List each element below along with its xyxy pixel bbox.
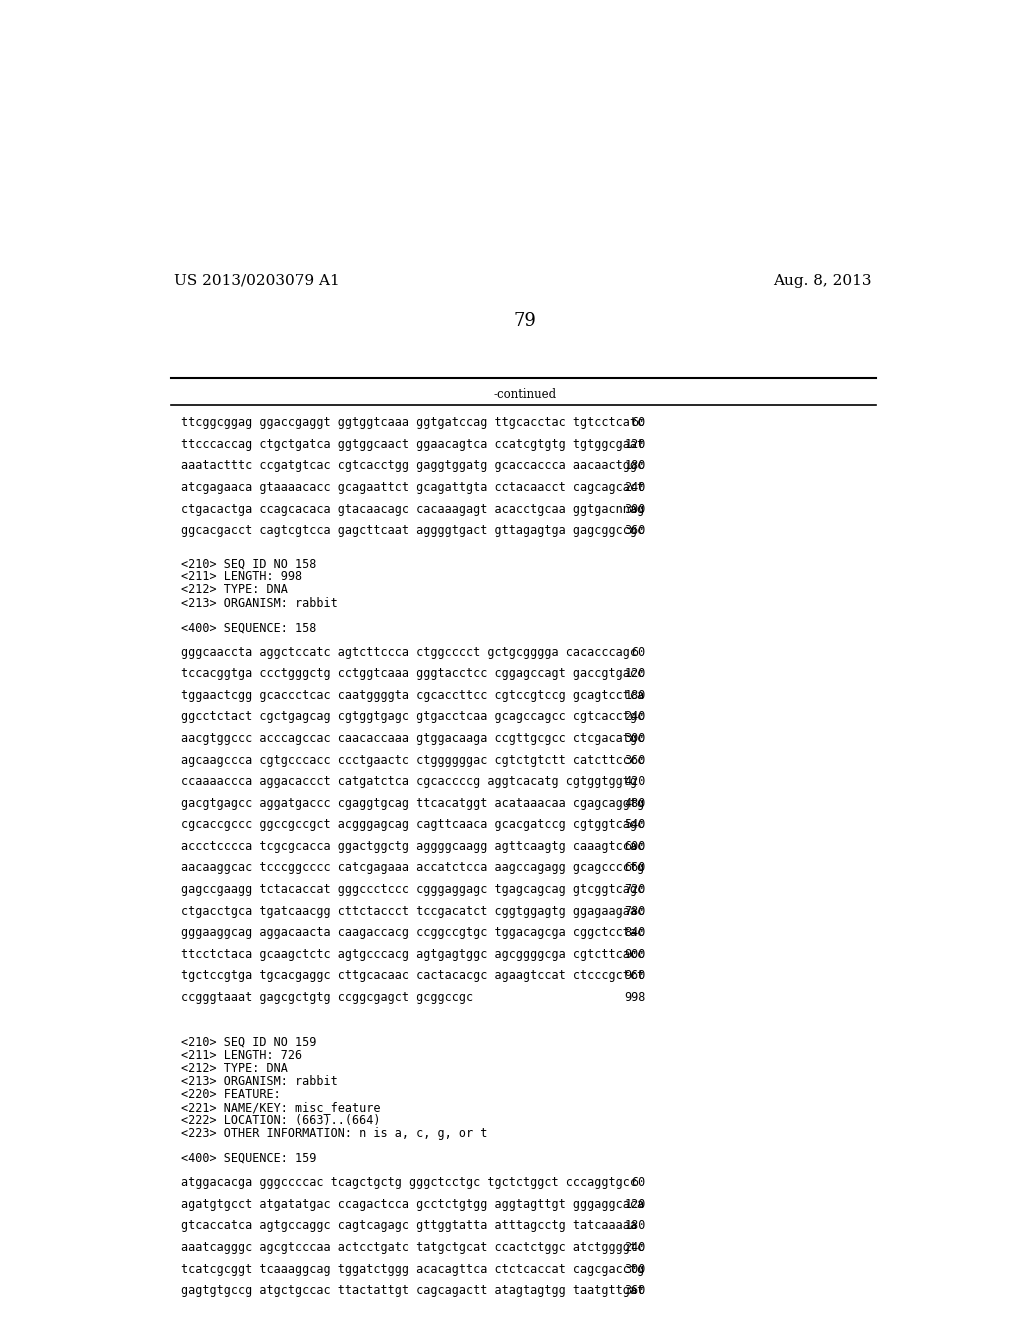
- Text: ttcctctaca gcaagctctc agtgcccacg agtgagtggc agcggggcga cgtcttcacc: ttcctctaca gcaagctctc agtgcccacg agtgagt…: [180, 948, 644, 961]
- Text: ctgacctgca tgatcaacgg cttctaccct tccgacatct cggtggagtg ggagaagaac: ctgacctgca tgatcaacgg cttctaccct tccgaca…: [180, 904, 644, 917]
- Text: 240: 240: [625, 480, 646, 494]
- Text: aacaaggcac tcccggcccc catcgagaaa accatctcca aagccagagg gcagcccctg: aacaaggcac tcccggcccc catcgagaaa accatct…: [180, 862, 644, 874]
- Text: 480: 480: [625, 797, 646, 809]
- Text: 240: 240: [625, 1241, 646, 1254]
- Text: 960: 960: [625, 969, 646, 982]
- Text: <220> FEATURE:: <220> FEATURE:: [180, 1088, 281, 1101]
- Text: <400> SEQUENCE: 158: <400> SEQUENCE: 158: [180, 622, 316, 634]
- Text: 120: 120: [625, 1199, 646, 1210]
- Text: 300: 300: [625, 733, 646, 744]
- Text: tgctccgtga tgcacgaggc cttgcacaac cactacacgc agaagtccat ctcccgctct: tgctccgtga tgcacgaggc cttgcacaac cactaca…: [180, 969, 644, 982]
- Text: 660: 660: [625, 862, 646, 874]
- Text: <213> ORGANISM: rabbit: <213> ORGANISM: rabbit: [180, 597, 338, 610]
- Text: 180: 180: [625, 689, 646, 702]
- Text: 60: 60: [632, 1176, 646, 1189]
- Text: <213> ORGANISM: rabbit: <213> ORGANISM: rabbit: [180, 1074, 338, 1088]
- Text: ttcccaccag ctgctgatca ggtggcaact ggaacagtca ccatcgtgtg tgtggcgaat: ttcccaccag ctgctgatca ggtggcaact ggaacag…: [180, 438, 644, 451]
- Text: <212> TYPE: DNA: <212> TYPE: DNA: [180, 583, 288, 597]
- Text: tccacggtga ccctgggctg cctggtcaaa gggtacctcc cggagccagt gaccgtgacc: tccacggtga ccctgggctg cctggtcaaa gggtacc…: [180, 668, 644, 680]
- Text: <210> SEQ ID NO 158: <210> SEQ ID NO 158: [180, 557, 316, 570]
- Text: tggaactcgg gcaccctcac caatggggta cgcaccttcc cgtccgtccg gcagtcctca: tggaactcgg gcaccctcac caatggggta cgcacct…: [180, 689, 644, 702]
- Text: aaatactttc ccgatgtcac cgtcacctgg gaggtggatg gcaccaccca aacaactggc: aaatactttc ccgatgtcac cgtcacctgg gaggtgg…: [180, 459, 644, 473]
- Text: 120: 120: [625, 438, 646, 451]
- Text: 840: 840: [625, 927, 646, 939]
- Text: 900: 900: [625, 948, 646, 961]
- Text: ccaaaaccca aggacaccct catgatctca cgcaccccg aggtcacatg cgtggtggtg: ccaaaaccca aggacaccct catgatctca cgcaccc…: [180, 775, 637, 788]
- Text: 300: 300: [625, 1262, 646, 1275]
- Text: tcatcgcggt tcaaaggcag tggatctggg acacagttca ctctcaccat cagcgacctg: tcatcgcggt tcaaaggcag tggatctggg acacagt…: [180, 1262, 644, 1275]
- Text: 360: 360: [625, 754, 646, 767]
- Text: 780: 780: [625, 904, 646, 917]
- Text: 180: 180: [625, 1220, 646, 1233]
- Text: 420: 420: [625, 775, 646, 788]
- Text: Aug. 8, 2013: Aug. 8, 2013: [773, 275, 872, 288]
- Text: ctgacactga ccagcacaca gtacaacagc cacaaagagt acacctgcaa ggtgacnnag: ctgacactga ccagcacaca gtacaacagc cacaaag…: [180, 503, 644, 516]
- Text: <400> SEQUENCE: 159: <400> SEQUENCE: 159: [180, 1151, 316, 1164]
- Text: agatgtgcct atgatatgac ccagactcca gcctctgtgg aggtagttgt gggaggcaca: agatgtgcct atgatatgac ccagactcca gcctctg…: [180, 1199, 644, 1210]
- Text: aaatcagggc agcgtcccaa actcctgatc tatgctgcat ccactctggc atctggggtc: aaatcagggc agcgtcccaa actcctgatc tatgctg…: [180, 1241, 644, 1254]
- Text: atggacacga gggccccac tcagctgctg gggctcctgc tgctctggct cccaggtgcc: atggacacga gggccccac tcagctgctg gggctcct…: [180, 1176, 637, 1189]
- Text: 360: 360: [625, 1284, 646, 1298]
- Text: agcaagccca cgtgcccacc ccctgaactc ctggggggac cgtctgtctt catcttcccc: agcaagccca cgtgcccacc ccctgaactc ctggggg…: [180, 754, 644, 767]
- Text: gacgtgagcc aggatgaccc cgaggtgcag ttcacatggt acataaacaa cgagcaggtg: gacgtgagcc aggatgaccc cgaggtgcag ttcacat…: [180, 797, 644, 809]
- Text: ccgggtaaat gagcgctgtg ccggcgagct gcggccgc: ccgggtaaat gagcgctgtg ccggcgagct gcggccg…: [180, 991, 473, 1003]
- Text: 300: 300: [625, 503, 646, 516]
- Text: 360: 360: [625, 524, 646, 537]
- Text: gggaaggcag aggacaacta caagaccacg ccggccgtgc tggacagcga cggctcctac: gggaaggcag aggacaacta caagaccacg ccggccg…: [180, 927, 644, 939]
- Text: 180: 180: [625, 459, 646, 473]
- Text: gagtgtgccg atgctgccac ttactattgt cagcagactt atagtagtgg taatgttgat: gagtgtgccg atgctgccac ttactattgt cagcaga…: [180, 1284, 644, 1298]
- Text: <211> LENGTH: 998: <211> LENGTH: 998: [180, 570, 302, 583]
- Text: <210> SEQ ID NO 159: <210> SEQ ID NO 159: [180, 1035, 316, 1048]
- Text: <211> LENGTH: 726: <211> LENGTH: 726: [180, 1048, 302, 1061]
- Text: 120: 120: [625, 668, 646, 680]
- Text: 600: 600: [625, 840, 646, 853]
- Text: <223> OTHER INFORMATION: n is a, c, g, or t: <223> OTHER INFORMATION: n is a, c, g, o…: [180, 1127, 487, 1140]
- Text: <222> LOCATION: (663)..(664): <222> LOCATION: (663)..(664): [180, 1114, 380, 1127]
- Text: 998: 998: [625, 991, 646, 1003]
- Text: gtcaccatca agtgccaggc cagtcagagc gttggtatta atttagcctg tatcaaaaa: gtcaccatca agtgccaggc cagtcagagc gttggta…: [180, 1220, 637, 1233]
- Text: gagccgaagg tctacaccat gggccctccc cgggaggagc tgagcagcag gtcggtcagc: gagccgaagg tctacaccat gggccctccc cgggagg…: [180, 883, 644, 896]
- Text: ggcacgacct cagtcgtcca gagcttcaat aggggtgact gttagagtga gagcggccgc: ggcacgacct cagtcgtcca gagcttcaat aggggtg…: [180, 524, 644, 537]
- Text: ttcggcggag ggaccgaggt ggtggtcaaa ggtgatccag ttgcacctac tgtcctcatc: ttcggcggag ggaccgaggt ggtggtcaaa ggtgatc…: [180, 416, 644, 429]
- Text: aacgtggccc acccagccac caacaccaaa gtggacaaga ccgttgcgcc ctcgacatgc: aacgtggccc acccagccac caacaccaaa gtggaca…: [180, 733, 644, 744]
- Text: 540: 540: [625, 818, 646, 832]
- Text: gggcaaccta aggctccatc agtcttccca ctggcccct gctgcgggga cacacccagc: gggcaaccta aggctccatc agtcttccca ctggccc…: [180, 645, 637, 659]
- Text: accctcccca tcgcgcacca ggactggctg aggggcaagg agttcaagtg caaagtccac: accctcccca tcgcgcacca ggactggctg aggggca…: [180, 840, 644, 853]
- Text: -continued: -continued: [494, 388, 556, 401]
- Text: 240: 240: [625, 710, 646, 723]
- Text: 79: 79: [513, 313, 537, 330]
- Text: 60: 60: [632, 416, 646, 429]
- Text: <212> TYPE: DNA: <212> TYPE: DNA: [180, 1061, 288, 1074]
- Text: US 2013/0203079 A1: US 2013/0203079 A1: [174, 275, 340, 288]
- Text: cgcaccgccc ggccgccgct acgggagcag cagttcaaca gcacgatccg cgtggtcagc: cgcaccgccc ggccgccgct acgggagcag cagttca…: [180, 818, 644, 832]
- Text: atcgagaaca gtaaaacacc gcagaattct gcagattgta cctacaacct cagcagcact: atcgagaaca gtaaaacacc gcagaattct gcagatt…: [180, 480, 644, 494]
- Text: 720: 720: [625, 883, 646, 896]
- Text: 60: 60: [632, 645, 646, 659]
- Text: <221> NAME/KEY: misc_feature: <221> NAME/KEY: misc_feature: [180, 1101, 380, 1114]
- Text: ggcctctact cgctgagcag cgtggtgagc gtgacctcaa gcagccagcc cgtcacctgc: ggcctctact cgctgagcag cgtggtgagc gtgacct…: [180, 710, 644, 723]
